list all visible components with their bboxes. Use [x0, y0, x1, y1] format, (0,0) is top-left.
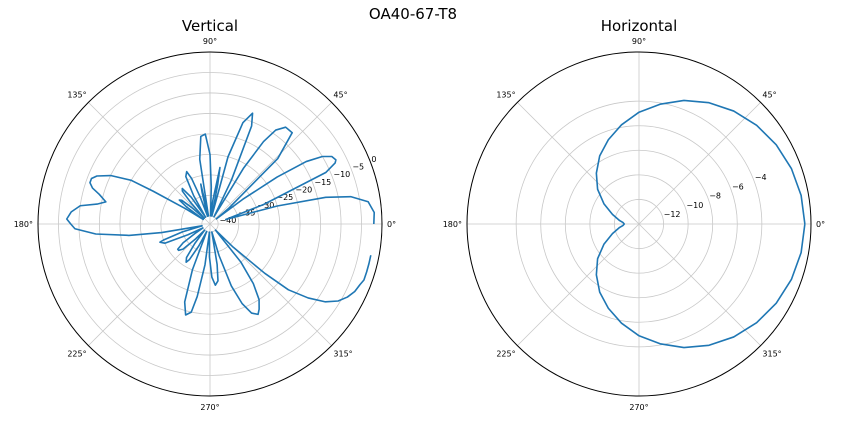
vertical-angle-label-45: 45°	[333, 91, 347, 100]
horizontal-spoke-3	[517, 102, 640, 225]
vertical-pattern-trace-0	[65, 112, 376, 316]
horizontal-angle-label-90: 90°	[632, 37, 646, 46]
vertical-plot-title: Vertical	[182, 17, 238, 35]
vertical-angle-label-90: 90°	[203, 37, 217, 46]
vertical-spoke-3	[88, 102, 211, 225]
horizontal-radial-label-1: −10	[686, 201, 703, 210]
vertical-radial-label-4: −20	[295, 186, 312, 195]
horizontal-radial-label-0: −12	[664, 210, 681, 219]
vertical-angle-label-270: 270°	[200, 403, 219, 412]
horizontal-radial-label-2: −8	[709, 192, 721, 201]
vertical-angle-label-315: 315°	[333, 349, 352, 358]
vertical-radial-label-0: −40	[219, 216, 236, 225]
horizontal-polar-plot: Horizontal 0° 45° 90° 135° 180° 225° 270° 315° −1…	[443, 17, 825, 412]
horizontal-radial-label-3: −6	[732, 182, 744, 191]
figure-title: OA40-67-T8	[369, 5, 457, 23]
vertical-spoke-1	[209, 102, 332, 225]
vertical-radial-label-7: −5	[352, 162, 364, 171]
vertical-radial-label-2: −30	[257, 201, 274, 210]
horizontal-spoke-7	[638, 223, 761, 346]
vertical-angle-label-135: 135°	[67, 91, 86, 100]
vertical-angle-label-0: 0°	[387, 220, 396, 229]
horizontal-angle-label-225: 225°	[496, 349, 515, 358]
horizontal-pattern-trace-0	[595, 99, 806, 349]
vertical-radial-label-6: −10	[333, 170, 350, 179]
horizontal-radial-label-4: −4	[755, 173, 767, 182]
horizontal-angle-label-270: 270°	[629, 403, 648, 412]
vertical-radial-label-8: 0	[371, 155, 376, 164]
vertical-radial-label-3: −25	[276, 193, 293, 202]
horizontal-angle-label-180: 180°	[443, 220, 462, 229]
horizontal-outer-frame	[466, 51, 812, 397]
vertical-outer-frame	[37, 51, 383, 397]
horizontal-angle-label-135: 135°	[496, 91, 515, 100]
horizontal-angle-label-315: 315°	[762, 349, 781, 358]
vertical-polar-plot: Vertical0°45°90°135°180°225°270°315°−40−…	[14, 17, 396, 412]
vertical-radial-label-1: −35	[238, 209, 255, 218]
vertical-angle-label-225: 225°	[67, 349, 86, 358]
horizontal-spoke-1	[638, 102, 761, 225]
horizontal-spoke-5	[517, 223, 640, 346]
horizontal-plot-title: Horizontal	[601, 17, 678, 35]
horizontal-angle-label-0: 0°	[816, 220, 825, 229]
horizontal-angle-label-45: 45°	[762, 91, 776, 100]
vertical-radial-label-5: −15	[314, 178, 331, 187]
vertical-angle-label-180: 180°	[14, 220, 33, 229]
